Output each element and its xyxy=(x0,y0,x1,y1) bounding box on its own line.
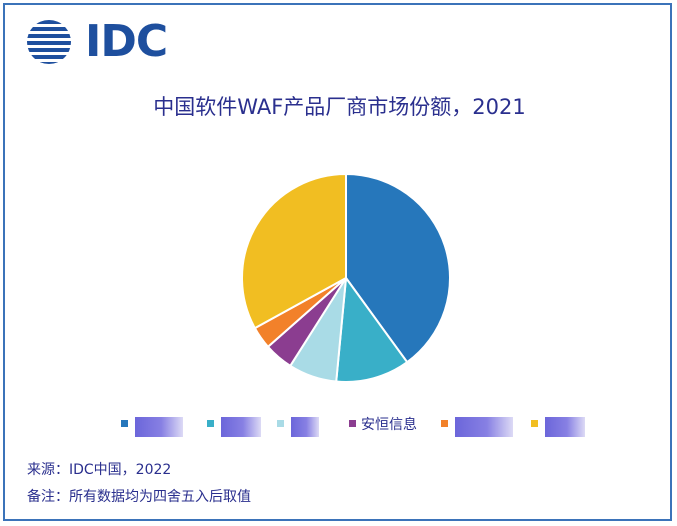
idc-logo: IDC xyxy=(25,17,175,67)
legend-label: 安恒信息 xyxy=(361,417,417,433)
legend-marker-5 xyxy=(441,420,448,427)
pie-chart xyxy=(241,172,451,383)
redacted-label xyxy=(135,417,183,437)
globe-icon xyxy=(27,20,71,64)
legend-marker-1 xyxy=(121,420,128,427)
rounding-note: 备注：所有数据均为四舍五入后取值 xyxy=(27,489,251,505)
chart-frame: IDC 中国软件WAF产品厂商市场份额，2021 安恒信息 来源：IDC中国，2… xyxy=(3,3,672,521)
redacted-label xyxy=(455,417,513,437)
redacted-label xyxy=(545,417,585,437)
chart-title: 中国软件WAF产品厂商市场份额，2021 xyxy=(153,95,526,119)
legend-marker-3 xyxy=(277,420,284,427)
legend-marker-2 xyxy=(207,420,214,427)
logo-text: IDC xyxy=(85,16,168,67)
pie-slice-2 xyxy=(335,275,409,383)
pie-slice-1 xyxy=(345,172,451,364)
redacted-label xyxy=(221,417,261,437)
redacted-label xyxy=(291,417,319,437)
legend-marker-4 xyxy=(349,420,356,427)
source-note: 来源：IDC中国，2022 xyxy=(27,462,172,478)
legend-marker-6 xyxy=(531,420,538,427)
pie-slice-6 xyxy=(241,172,347,330)
